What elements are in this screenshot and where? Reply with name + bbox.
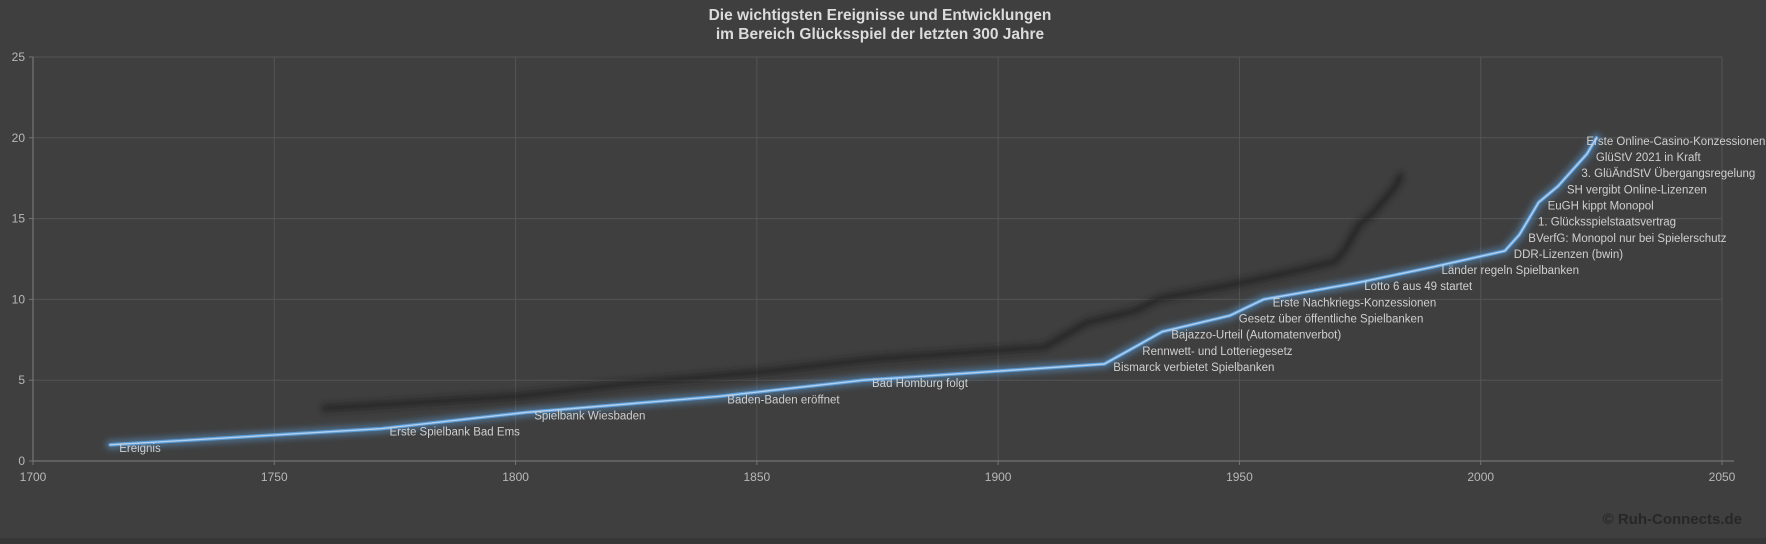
event-data-label: Erste Spielbank Bad Ems [390, 427, 521, 439]
event-data-label: Erste Nachkriegs-Konzessionen [1273, 297, 1437, 309]
chart-title: Die wichtigsten Ereignisse und Entwicklu… [0, 6, 1760, 44]
event-data-label: Bajazzo-Urteil (Automatenverbot) [1171, 330, 1341, 342]
event-line-shadow [325, 176, 1401, 408]
y-tick-label: 10 [12, 292, 26, 306]
event-data-label: GlüStV 2021 in Kraft [1596, 152, 1702, 164]
x-tick-label: 1800 [502, 470, 529, 484]
event-data-label: Ereignis [119, 443, 161, 455]
y-tick-label: 25 [12, 50, 26, 64]
y-tick-label: 20 [12, 131, 26, 145]
event-data-label: Spielbank Wiesbaden [534, 411, 645, 423]
event-data-label: Baden-Baden eröffnet [727, 394, 840, 406]
x-tick-label: 1700 [20, 470, 47, 484]
axes: 1700 1750 1800 1850 1900 1950 2000 2050 0 5 10 15 20… [12, 50, 1736, 484]
y-tick-label: 5 [18, 373, 25, 387]
event-data-label: Rennwett- und Lotteriegesetz [1142, 346, 1292, 358]
event-data-label: SH vergibt Online-Lizenzen [1567, 184, 1707, 196]
x-tick-label: 2050 [1709, 470, 1736, 484]
event-data-label: EuGH kippt Monopol [1548, 200, 1654, 212]
x-tick-label: 1950 [1226, 470, 1253, 484]
data-labels: Ereignis Erste Spielbank Bad Ems Spielbank… [119, 136, 1765, 455]
y-tick-label: 0 [18, 454, 25, 468]
event-data-label: 1. Glücksspielstaatsvertrag [1538, 217, 1676, 229]
x-tick-label: 1900 [985, 470, 1012, 484]
event-series [105, 132, 1602, 450]
event-data-label: 3. GlüÄndStV Übergangsregelung [1581, 168, 1755, 180]
y-tick-label: 15 [12, 212, 26, 226]
event-data-label: DDR-Lizenzen (bwin) [1514, 249, 1623, 261]
event-data-label: Bismarck verbietet Spielbanken [1113, 362, 1274, 374]
event-data-label: Lotto 6 aus 49 startet [1364, 281, 1473, 293]
event-line-core [109, 137, 1598, 446]
x-tick-label: 2000 [1467, 470, 1494, 484]
copyright-text: © Ruh-Connects.de [1602, 511, 1742, 528]
x-tick-label: 1850 [744, 470, 771, 484]
x-tick-label: 1750 [261, 470, 288, 484]
bottom-edge-strip [0, 538, 1766, 544]
event-data-label: Erste Online-Casino-Konzessionen [1586, 136, 1765, 148]
event-data-label: Bad Homburg folgt [872, 378, 969, 390]
event-data-label: Gesetz über öffentliche Spielbanken [1239, 314, 1424, 326]
chart-title-line2: im Bereich Glücksspiel der letzten 300 J… [715, 26, 1045, 43]
chart-title-line1: Die wichtigsten Ereignisse und Entwicklu… [708, 7, 1052, 24]
event-data-label: Länder regeln Spielbanken [1442, 265, 1579, 277]
event-data-label: BVerfG: Monopol nur bei Spielerschutz [1528, 233, 1726, 245]
